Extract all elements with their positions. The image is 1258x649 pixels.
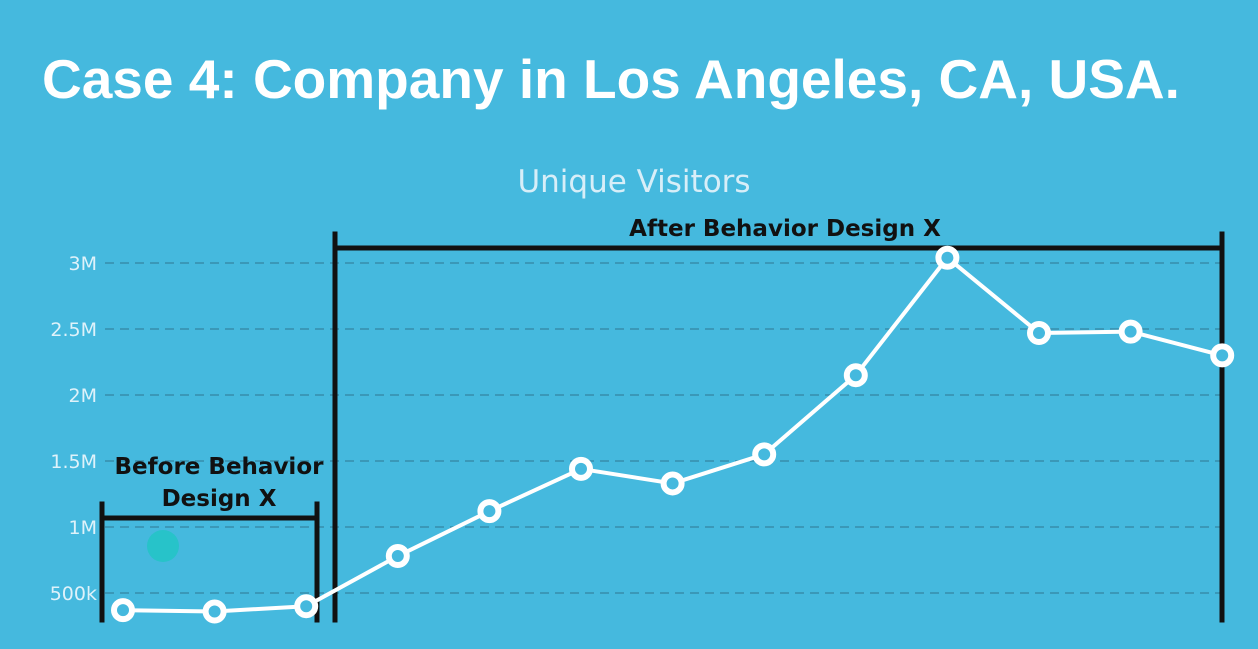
annotation-label: After Behavior Design X <box>629 216 941 242</box>
data-point-11 <box>1118 319 1143 344</box>
y-tick-label: 500k <box>50 583 97 605</box>
annotation-1: After Behavior Design X <box>332 216 1225 623</box>
data-point-3 <box>385 544 410 569</box>
y-tick-label: 1.5M <box>50 451 97 473</box>
data-point-12 <box>1210 343 1235 368</box>
y-tick-label: 2.5M <box>50 319 97 341</box>
data-point-2 <box>294 594 319 619</box>
y-tick-label: 1M <box>69 517 97 539</box>
data-point-1 <box>202 599 227 624</box>
chart-title: Unique Visitors <box>517 164 750 200</box>
annotation-label-line: Design X <box>162 486 277 512</box>
data-points <box>111 245 1235 624</box>
annotation-label-line: Before Behavior <box>115 454 325 480</box>
data-point-10 <box>1027 320 1051 345</box>
data-point-0 <box>111 598 135 623</box>
annotation-0: Before Behavior Design X <box>99 454 325 623</box>
grid-lines <box>105 262 1222 594</box>
data-point-9 <box>935 245 960 270</box>
y-tick-label: 3M <box>69 253 97 275</box>
data-point-8 <box>843 363 868 388</box>
slide-title: Case 4: Company in Los Angeles, CA, USA. <box>42 48 1180 110</box>
data-point-6 <box>660 471 685 496</box>
annotation-brackets: Before Behavior Design X After Behavior De… <box>99 216 1225 623</box>
y-axis-tick-labels: 3M 2.5M 2M 1.5M 1M 500k <box>50 253 97 605</box>
y-tick-label: 2M <box>69 385 97 407</box>
series-line <box>122 255 1223 614</box>
annotation-label-line: After Behavior Design X <box>629 216 941 242</box>
unique-visitors-line <box>122 255 1223 614</box>
annotation-label: Before Behavior Design X <box>115 454 325 512</box>
teal-dot-marker <box>147 530 179 562</box>
data-point-7 <box>752 442 777 467</box>
data-point-5 <box>569 456 593 481</box>
data-point-4 <box>477 499 502 524</box>
